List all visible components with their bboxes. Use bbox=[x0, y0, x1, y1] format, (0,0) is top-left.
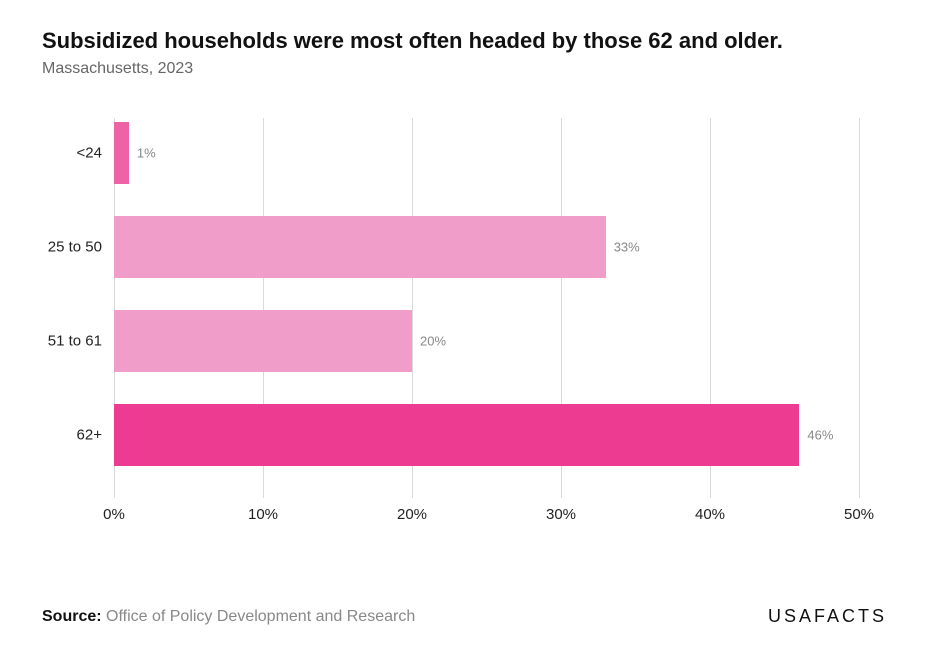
bar-value-label: 1% bbox=[137, 146, 156, 161]
usafacts-logo: USAFACTS bbox=[768, 606, 887, 627]
bar-row: <241% bbox=[114, 122, 859, 184]
footer: Source: Office of Policy Development and… bbox=[42, 606, 887, 627]
bar-row: 62+46% bbox=[114, 404, 859, 466]
source-line: Source: Office of Policy Development and… bbox=[42, 608, 415, 626]
y-axis-label: <24 bbox=[42, 145, 114, 162]
logo-right: FACTS bbox=[814, 606, 887, 626]
bar bbox=[114, 216, 606, 278]
chart-title: Subsidized households were most often he… bbox=[42, 28, 887, 54]
bar-row: 25 to 5033% bbox=[114, 216, 859, 278]
x-axis-tick: 50% bbox=[844, 506, 874, 523]
plot-area: <241% 25 to 5033% 51 to 6120% 62+46% bbox=[114, 118, 859, 498]
bar-value-label: 20% bbox=[420, 334, 446, 349]
bar-row: 51 to 6120% bbox=[114, 310, 859, 372]
bar bbox=[114, 404, 799, 466]
bar-value-label: 46% bbox=[807, 428, 833, 443]
x-axis: 0%10%20%30%40%50% bbox=[114, 498, 859, 538]
x-axis-tick: 20% bbox=[397, 506, 427, 523]
logo-left: USA bbox=[768, 606, 814, 626]
source-prefix: Source: bbox=[42, 608, 106, 625]
bar-value-label: 33% bbox=[614, 240, 640, 255]
source-text: Office of Policy Development and Researc… bbox=[106, 608, 415, 625]
y-axis-label: 62+ bbox=[42, 427, 114, 444]
x-axis-tick: 0% bbox=[103, 506, 125, 523]
chart-area: <241%25 to 5033%51 to 6120%62+46% 0%10%2… bbox=[42, 118, 887, 538]
y-axis-label: 51 to 61 bbox=[42, 333, 114, 350]
y-axis-label: 25 to 50 bbox=[42, 239, 114, 256]
x-axis-tick: 40% bbox=[695, 506, 725, 523]
x-axis-tick: 30% bbox=[546, 506, 576, 523]
bar bbox=[114, 122, 129, 184]
grid-line bbox=[859, 118, 860, 498]
x-axis-tick: 10% bbox=[248, 506, 278, 523]
bar bbox=[114, 310, 412, 372]
chart-subtitle: Massachusetts, 2023 bbox=[42, 60, 887, 78]
